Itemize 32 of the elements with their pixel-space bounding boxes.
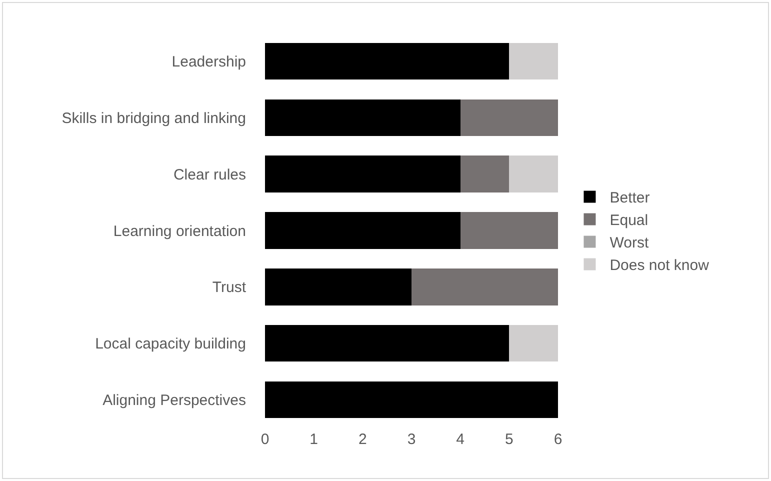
y-tick-label: Clear rules (173, 166, 246, 184)
bar (265, 268, 412, 306)
bar (265, 325, 510, 362)
y-tick-label: Local capacity building (95, 336, 246, 353)
bar (509, 156, 558, 192)
y-tick-label: Trust (212, 279, 247, 296)
bar (265, 156, 460, 192)
legend-label: Better (610, 190, 650, 207)
x-tick-label: 3 (407, 431, 416, 448)
y-tick-label: Skills in bridging and linking (62, 110, 246, 127)
bar (460, 156, 510, 192)
x-tick-label: 2 (358, 431, 367, 448)
y-tick-label: Aligning Perspectives (102, 392, 246, 410)
y-tick-label: Leadership (172, 53, 246, 70)
x-tick-label: 4 (456, 431, 464, 448)
bar (460, 99, 558, 136)
x-tick-label: 0 (260, 431, 270, 448)
bar (265, 381, 558, 418)
bar (265, 42, 510, 80)
x-tick-label: 1 (310, 431, 318, 448)
legend-label: Equal (610, 212, 648, 230)
y-tick-label: Learning orientation (113, 222, 246, 240)
bar (412, 268, 558, 306)
bar (460, 212, 558, 249)
legend-label: Does not know (610, 257, 710, 274)
bar (509, 325, 558, 362)
bar (509, 42, 558, 80)
x-tick-label: 6 (554, 431, 562, 448)
legend-label: Worst (610, 234, 650, 252)
bar (265, 212, 460, 249)
x-tick-label: 5 (505, 431, 514, 448)
bar (265, 99, 460, 136)
